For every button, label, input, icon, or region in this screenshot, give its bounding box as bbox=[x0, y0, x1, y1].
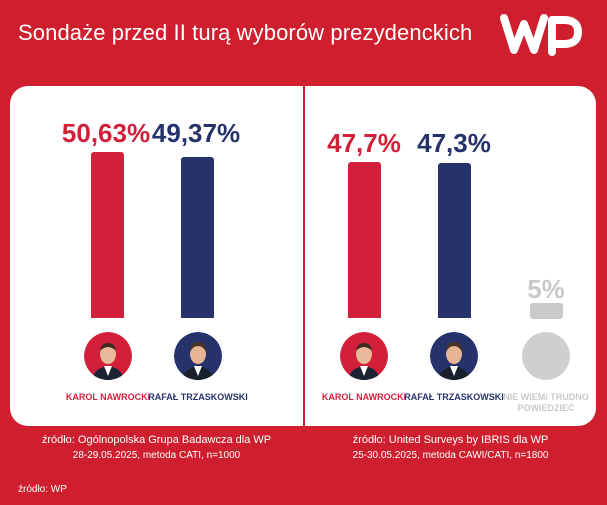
panel-divider bbox=[303, 86, 305, 464]
source-left-line1: źródło: Ogólnopolska Grupa Badawcza dla … bbox=[41, 434, 272, 446]
bar-nawrocki bbox=[91, 152, 124, 318]
candidate-label-trzaskowski: RAFAŁ TRZASKOWSKI bbox=[148, 392, 248, 402]
nawrocki-photo-icon bbox=[340, 332, 388, 380]
value-label-undecided: 5% bbox=[527, 274, 565, 304]
bar-undecided bbox=[530, 303, 563, 319]
trzaskowski-photo-icon bbox=[174, 332, 222, 380]
nawrocki-photo-icon bbox=[84, 332, 132, 380]
value-label-trzaskowski: 49,37% bbox=[151, 118, 241, 148]
source-right-line1: źródło: United Surveys by IBRIS dla WP bbox=[352, 434, 549, 446]
candidate-label-nawrocki: KAROL NAWROCKI bbox=[321, 392, 407, 402]
value-label-nawrocki: 50,63% bbox=[61, 118, 151, 148]
undecided-placeholder-icon bbox=[522, 332, 570, 380]
bar-trzaskowski bbox=[181, 156, 214, 318]
wp-logo bbox=[500, 14, 582, 56]
value-label-trzaskowski: 47,3% bbox=[417, 128, 491, 158]
source-right: źródło: United Surveys by IBRIS dla WP 2… bbox=[305, 434, 596, 461]
candidate-label-trzaskowski: RAFAŁ TRZASKOWSKI bbox=[404, 392, 504, 402]
footer-source: źródło: WP bbox=[18, 484, 67, 495]
page-title: Sondaże przed II turą wyborów prezydenck… bbox=[18, 20, 473, 45]
trzaskowski-photo-icon bbox=[430, 332, 478, 380]
value-label-nawrocki: 47,7% bbox=[327, 128, 401, 158]
bar-nawrocki bbox=[348, 162, 381, 318]
source-left-line2: 28-29.05.2025, metoda CATI, n=1000 bbox=[72, 450, 241, 461]
source-left: źródło: Ogólnopolska Grupa Badawcza dla … bbox=[10, 434, 303, 461]
source-right-line2: 25-30.05.2025, metoda CAWI/CATI, n=1800 bbox=[352, 450, 549, 461]
candidate-label-nawrocki: KAROL NAWROCKI bbox=[65, 392, 151, 402]
candidate-label-undecided: NIE WIEM/ TRUDNO POWIEDZIEĆ bbox=[503, 392, 589, 413]
bar-trzaskowski bbox=[438, 163, 471, 318]
